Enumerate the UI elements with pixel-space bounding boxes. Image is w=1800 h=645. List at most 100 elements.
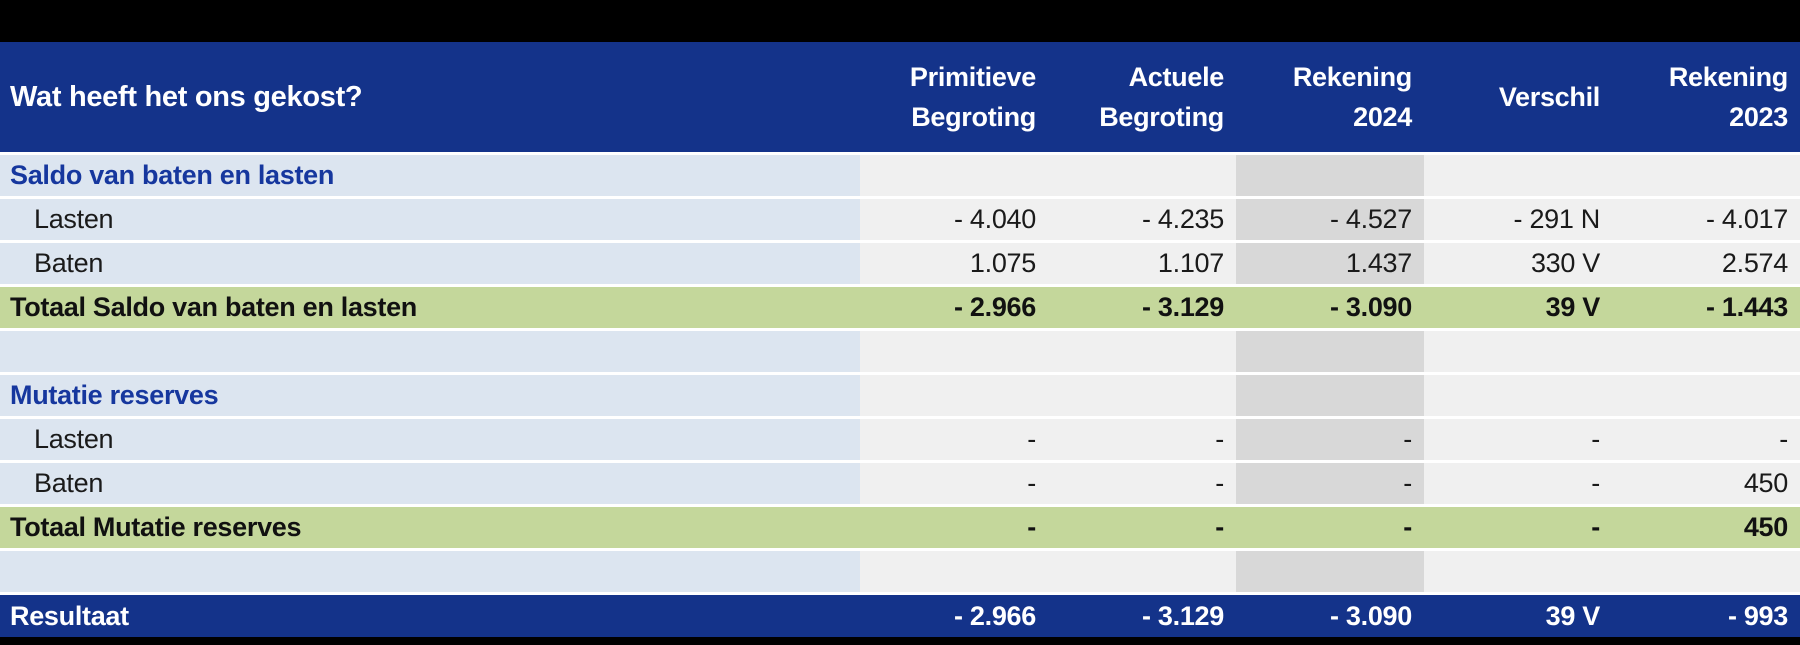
cell-value: - [1403,424,1412,454]
row-label-cell [0,551,860,592]
column-header-line2: 2024 [1353,102,1412,132]
cell-value: - 4.040 [954,204,1036,234]
value-cell: - [1236,507,1424,548]
financial-summary-table: Wat heeft het ons gekost? Primitieve Beg… [0,42,1800,637]
cell-value: - [1403,512,1412,542]
column-header-line2: 2023 [1729,102,1788,132]
value-cell: - [1424,463,1612,504]
cell-value: 330 V [1530,248,1600,278]
value-cell [1424,375,1612,416]
row-label: Resultaat [10,600,129,631]
value-cell [1048,155,1236,196]
table-row-spacer [0,551,1800,592]
row-label: Baten [34,248,104,278]
value-cell: - 4.040 [860,199,1048,240]
column-header-line2: Begroting [911,102,1036,132]
cell-value: - [1027,468,1036,498]
value-cell: 39 V [1424,287,1612,328]
cell-value: - [1779,424,1788,454]
value-cell [1236,331,1424,372]
cell-value: 39 V [1545,600,1601,631]
column-header-rekening-2023: Rekening 2023 [1612,42,1800,152]
value-cell: - 291 N [1424,199,1612,240]
value-cell: - [860,463,1048,504]
column-header-line1: Verschil [1498,82,1600,112]
cell-value: - 3.090 [1330,292,1412,322]
cell-value: 39 V [1545,292,1601,322]
value-cell: - 4.527 [1236,199,1424,240]
value-cell: - 2.966 [860,595,1048,637]
cell-value: - [1215,468,1224,498]
table-row-baten: Baten 1.075 1.107 1.437 330 V 2.574 [0,243,1800,284]
cell-value: - [1027,512,1036,542]
table-row-saldo-van-baten-en-lasten: Saldo van baten en lasten [0,155,1800,196]
value-cell: - 993 [1612,595,1800,637]
table-row-totaal-saldo-van-baten-en-lasten: Totaal Saldo van baten en lasten - 2.966… [0,287,1800,328]
cell-value: 450 [1743,512,1788,542]
cell-value: - 3.129 [1142,600,1224,631]
cell-value: - [1215,424,1224,454]
value-cell: - 1.443 [1612,287,1800,328]
value-cell [1424,551,1612,592]
row-label-cell: Totaal Saldo van baten en lasten [0,287,860,328]
column-header-verschil: Verschil [1424,42,1612,152]
cell-value: - [1591,468,1600,498]
cell-value: - [1591,424,1600,454]
row-label-cell: Resultaat [0,595,860,637]
value-cell: - [1424,507,1612,548]
cell-value: - [1591,512,1600,542]
value-cell: 1.075 [860,243,1048,284]
value-cell: - 2.966 [860,287,1048,328]
column-header-rekening-2024: Rekening 2024 [1236,42,1424,152]
value-cell: 450 [1612,507,1800,548]
value-cell: - [1048,463,1236,504]
row-label: Lasten [34,424,114,454]
row-label-cell: Baten [0,243,860,284]
cell-value: 450 [1743,468,1788,498]
row-label: Mutatie reserves [10,380,219,410]
value-cell [1236,551,1424,592]
value-cell: - 3.129 [1048,287,1236,328]
cell-value: - 2.966 [954,292,1036,322]
row-label: Lasten [34,204,114,234]
table-header-row: Wat heeft het ons gekost? Primitieve Beg… [0,42,1800,152]
column-header-line1: Primitieve [909,62,1036,92]
value-cell: - [860,419,1048,460]
cell-value: - 4.017 [1706,204,1788,234]
value-cell: - 3.090 [1236,287,1424,328]
value-cell [860,155,1048,196]
row-label-cell: Baten [0,463,860,504]
value-cell [860,375,1048,416]
value-cell: - 4.017 [1612,199,1800,240]
column-header-line1: Rekening [1668,62,1788,92]
value-cell [1048,375,1236,416]
value-cell [860,331,1048,372]
value-cell: 1.107 [1048,243,1236,284]
cell-value: 1.437 [1345,248,1412,278]
value-cell: 1.437 [1236,243,1424,284]
value-cell [1612,551,1800,592]
value-cell: 330 V [1424,243,1612,284]
value-cell [1612,331,1800,372]
value-cell: - [1236,463,1424,504]
cell-value: 1.075 [969,248,1036,278]
value-cell: - [1236,419,1424,460]
row-label-cell: Lasten [0,199,860,240]
value-cell: - 4.235 [1048,199,1236,240]
row-label: Totaal Mutatie reserves [10,512,302,542]
cell-value: - [1215,512,1224,542]
value-cell [1424,331,1612,372]
value-cell [1424,155,1612,196]
cell-value: - [1403,468,1412,498]
column-header-line1: Rekening [1292,62,1412,92]
row-label-cell: Saldo van baten en lasten [0,155,860,196]
row-label: Saldo van baten en lasten [10,160,335,190]
column-header-actuele-begroting: Actuele Begroting [1048,42,1236,152]
row-label: Totaal Saldo van baten en lasten [10,292,418,322]
value-cell: - 3.129 [1048,595,1236,637]
column-header-line2: Begroting [1099,102,1224,132]
cell-value: - 4.527 [1330,204,1412,234]
table-row-lasten: Lasten - 4.040 - 4.235 - 4.527 - 291 N - 4.0… [0,199,1800,240]
value-cell: - [1048,507,1236,548]
column-header-primitieve-begroting: Primitieve Begroting [860,42,1048,152]
